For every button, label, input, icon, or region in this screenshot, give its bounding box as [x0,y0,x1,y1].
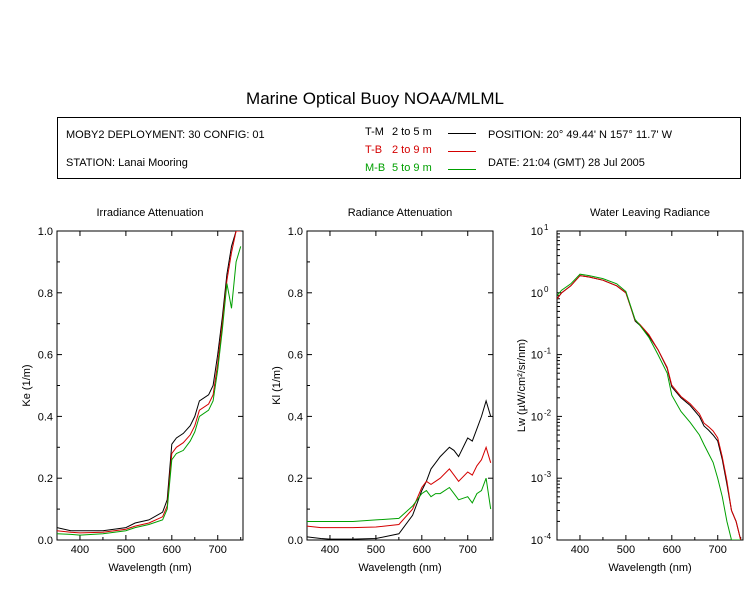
chart-3-xtick-label: 600 [663,544,681,556]
chart-3-ytick-exponent: -1 [544,347,552,356]
chart-2-xtick-label: 400 [321,544,339,556]
chart-3-ytick-exponent: -2 [544,408,552,417]
legend-line-tm [448,133,476,134]
chart-1-xtick-label: 700 [209,544,227,556]
legend-name-tb: T-B [365,144,383,156]
chart-3-xtick-label: 400 [571,544,589,556]
chart-1-ylabel: Ke (1/m) [21,364,33,406]
chart-2-ytick-label: 0.4 [288,411,303,423]
chart-1-ytick-label: 0.0 [38,535,53,547]
legend-name-mb: M-B [365,162,386,174]
chart-3-ytick-label: 10 [531,288,543,300]
legend-name-tm: T-M [365,126,384,138]
deployment-text: MOBY2 DEPLOYMENT: 30 CONFIG: 01 [66,129,265,141]
chart-1-ytick-label: 0.8 [38,288,53,300]
chart-3-ytick-label: 10 [531,350,543,362]
chart-1-ytick-label: 0.2 [38,473,53,485]
chart-2-xtick-label: 500 [367,544,385,556]
chart-1-xtick-label: 500 [117,544,135,556]
chart-1-series-t-b [57,231,241,534]
chart-1-xtick-label: 600 [163,544,181,556]
page-title: Marine Optical Buoy NOAA/MLML [246,89,504,108]
chart-1-title: Irradiance Attenuation [96,207,203,219]
chart-1-series-t-m [57,231,241,532]
chart-1-xtick-label: 400 [71,544,89,556]
chart-2-ytick-label: 0.0 [288,535,303,547]
chart-3-series-m-b [557,273,741,540]
chart-2-ytick-label: 0.6 [288,350,303,362]
chart-2-ytick-label: 0.2 [288,473,303,485]
legend-line-mb [448,169,476,170]
chart-3-series-t-m [557,275,742,540]
chart-3-frame [556,230,744,541]
chart-3-ytick-exponent: -3 [544,470,552,479]
chart-1-ytick-label: 0.6 [38,350,53,362]
chart-1-series-m-b [57,246,242,536]
chart-3-xlabel: Wavelength (nm) [608,562,691,574]
chart-2-title: Radiance Attenuation [348,207,453,219]
chart-3-ytick-label: 10 [531,411,543,423]
chart-1-xlabel: Wavelength (nm) [108,562,191,574]
chart-3-ytick-label: 10 [531,535,543,547]
chart-1-ytick-label: 1.0 [38,226,53,238]
legend-range-tm: 2 to 5 m [392,126,432,138]
chart-3-xtick-label: 700 [709,544,727,556]
chart-2-ytick-label: 1.0 [288,226,303,238]
legend-range-tb: 2 to 9 m [392,144,432,156]
chart-2-series-t-b [307,445,492,529]
chart-2-xtick-label: 700 [459,544,477,556]
chart-2-xtick-label: 600 [413,544,431,556]
chart-2-xlabel: Wavelength (nm) [358,562,441,574]
chart-3-ylabel: Lw (µW/cm²/sr/nm) [516,339,528,432]
chart-3-series-t-b [557,275,742,540]
chart-3-xtick-label: 500 [617,544,635,556]
info-box: MOBY2 DEPLOYMENT: 30 CONFIG: 01 STATION:… [57,117,741,179]
chart-3-title: Water Leaving Radiance [590,207,710,219]
chart-2-series-t-m [307,399,492,540]
chart-3-ytick-exponent: -4 [544,532,552,541]
chart-2-ylabel: Kl (1/m) [271,366,283,405]
legend-line-tb [448,151,476,152]
chart-3-ytick-exponent: 0 [544,285,549,294]
chart-3-ytick-exponent: 1 [544,223,549,232]
chart-2-ytick-label: 0.8 [288,288,303,300]
chart-2-frame [306,230,494,541]
chart-3-ytick-label: 10 [531,473,543,485]
legend-range-mb: 5 to 9 m [392,162,432,174]
chart-1-ytick-label: 0.4 [38,411,53,423]
position-text: POSITION: 20° 49.44' N 157° 11.7' W [488,129,672,141]
chart-2-series-m-b [307,478,492,522]
date-text: DATE: 21:04 (GMT) 28 Jul 2005 [488,157,645,169]
station-text: STATION: Lanai Mooring [66,157,188,169]
chart-3-ytick-label: 10 [531,226,543,238]
